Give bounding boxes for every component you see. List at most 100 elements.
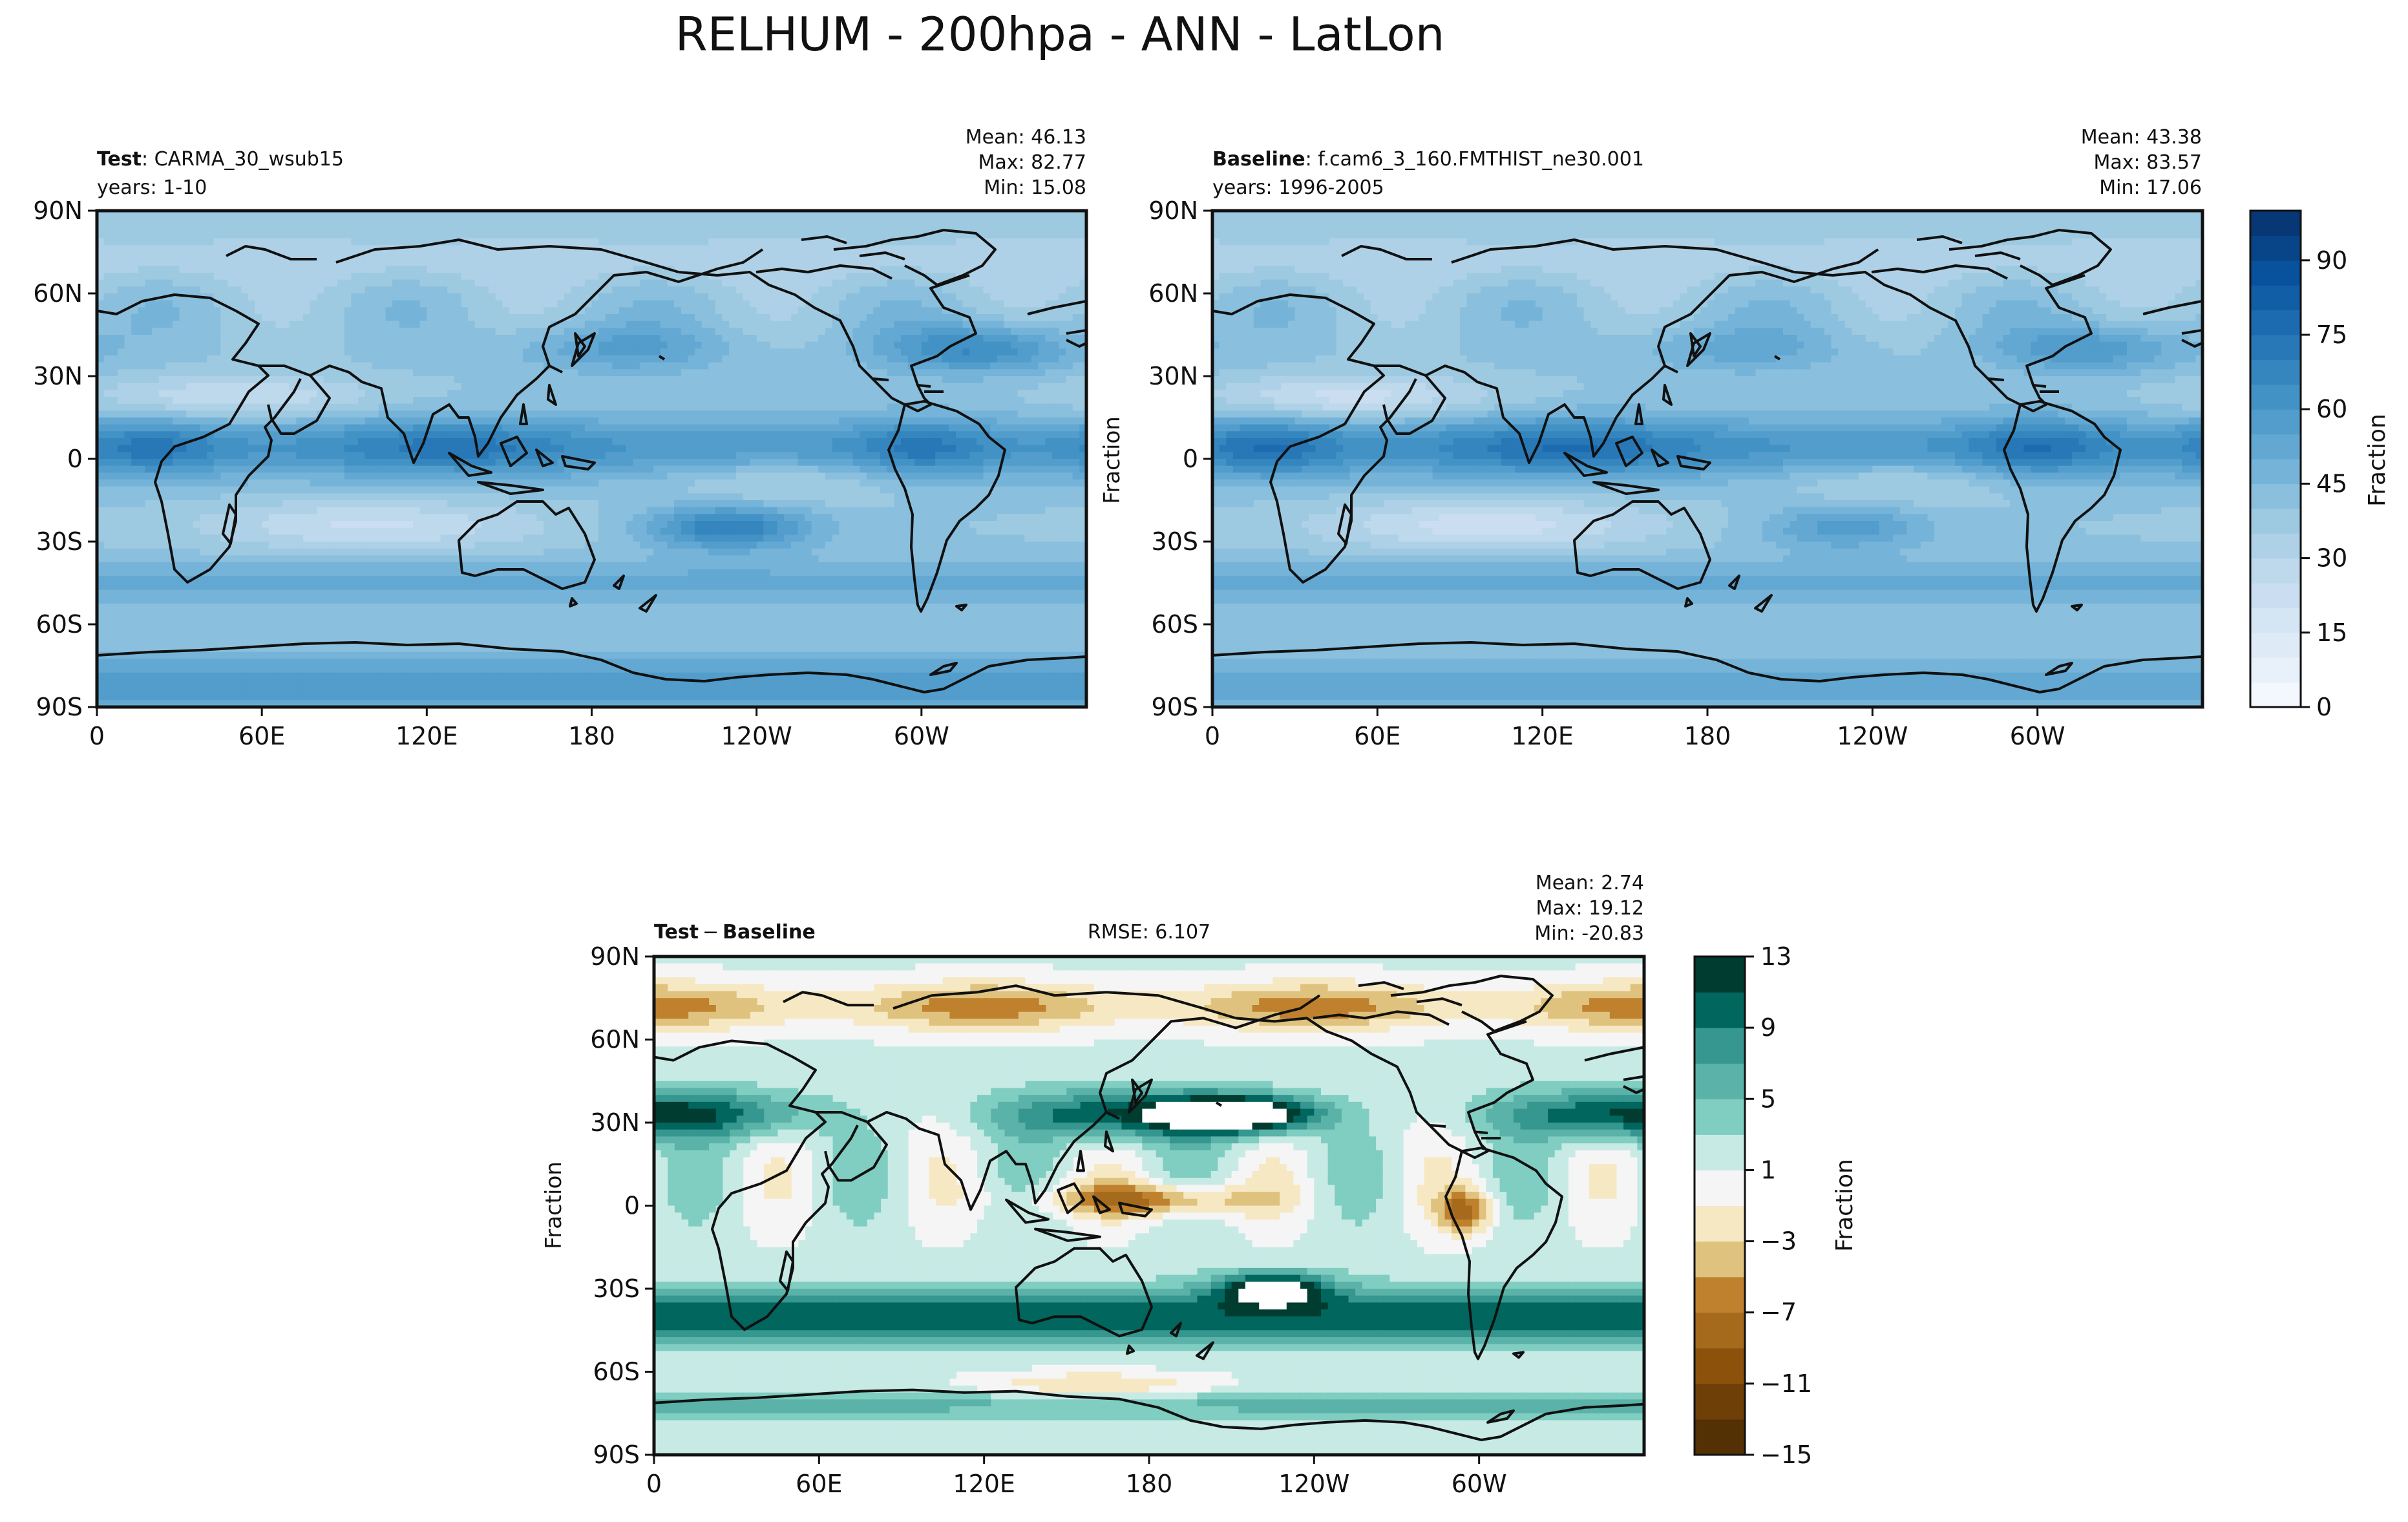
test-field-cell <box>262 217 269 226</box>
test-field-cell <box>756 238 765 246</box>
test-field-cell <box>763 376 771 384</box>
test-field-cell <box>1051 410 1060 418</box>
test-field-cell <box>845 424 854 432</box>
test-field-cell <box>969 314 977 322</box>
test-field-cell <box>399 259 407 267</box>
test-field-cell <box>1004 341 1011 350</box>
test-field-cell <box>550 238 558 246</box>
test-field-cell <box>790 376 799 384</box>
test-field-cell <box>509 231 517 239</box>
test-field-cell <box>694 417 702 425</box>
test-field-cell <box>399 355 407 363</box>
test-field-cell <box>399 286 407 294</box>
test-field-cell <box>268 238 277 246</box>
test-field-cell <box>282 314 290 322</box>
test-field-cell <box>790 410 799 418</box>
test-field-cell <box>743 231 750 239</box>
test-field-cell <box>124 211 132 218</box>
test-field-cell <box>213 273 222 280</box>
test-field-cell <box>598 259 606 267</box>
test-field-cell <box>447 397 455 405</box>
test-field-cell <box>1011 279 1019 288</box>
test-field-cell <box>722 341 730 350</box>
test-field-cell <box>193 390 201 397</box>
test-field-cell <box>489 362 496 370</box>
test-field-cell <box>550 376 558 384</box>
test-field-cell <box>584 231 593 239</box>
test-field-cell <box>605 328 613 335</box>
test-field-cell <box>289 266 297 273</box>
test-field-cell <box>571 424 579 432</box>
test-field-cell <box>392 403 400 412</box>
test-field-cell <box>509 314 517 322</box>
test-field-cell <box>962 424 971 432</box>
test-field-cell <box>282 286 290 294</box>
test-field-cell <box>832 410 840 418</box>
test-field-cell <box>639 438 648 446</box>
test-field-cell <box>873 259 881 267</box>
test-field-cell <box>330 390 338 397</box>
test-field-cell <box>330 211 338 218</box>
test-field-cell <box>337 410 345 418</box>
test-field-cell <box>310 383 318 391</box>
test-field-cell <box>433 383 441 391</box>
test-field-cell <box>1038 224 1046 232</box>
test-field-cell <box>571 231 579 239</box>
test-field-cell <box>598 328 606 335</box>
test-field-cell <box>735 376 744 384</box>
test-field-cell <box>976 321 984 329</box>
test-field-cell <box>750 438 757 446</box>
test-field-cell <box>529 211 538 218</box>
test-field-cell <box>653 403 661 412</box>
test-field-cell <box>722 431 730 439</box>
test-field-cell <box>997 238 1005 246</box>
test-field-cell <box>234 231 242 239</box>
test-field-cell <box>481 321 489 329</box>
test-field-cell <box>536 273 544 280</box>
test-field-cell <box>955 279 964 288</box>
test-field-cell <box>241 293 249 301</box>
test-field-cell <box>172 403 180 412</box>
test-field-cell <box>440 211 449 218</box>
test-field-cell <box>1017 266 1026 273</box>
test-field-cell <box>152 376 160 384</box>
test-field-cell <box>481 273 489 280</box>
test-field-cell <box>344 314 352 322</box>
test-field-cell <box>213 259 222 267</box>
test-field-cell <box>811 286 819 294</box>
test-field-cell <box>97 300 105 308</box>
test-field-cell <box>805 431 812 439</box>
test-field-cell <box>660 321 668 329</box>
test-field-cell <box>591 390 599 397</box>
test-field-cell <box>811 438 819 446</box>
test-field-cell <box>667 238 675 246</box>
test-field-cell <box>852 431 860 439</box>
test-field-cell <box>351 211 359 218</box>
test-field-cell <box>619 300 627 308</box>
test-field-cell <box>612 390 620 397</box>
test-field-cell <box>639 431 648 439</box>
test-field-cell <box>454 390 462 397</box>
test-field-cell <box>646 211 654 218</box>
test-field-cell <box>832 300 840 308</box>
test-field-cell <box>289 355 297 363</box>
test-field-cell <box>701 231 710 239</box>
test-field-cell <box>97 286 105 294</box>
test-field-cell <box>323 314 332 322</box>
test-field-cell <box>364 335 373 343</box>
test-field-cell <box>97 410 105 418</box>
test-field-cell <box>523 314 531 322</box>
test-field-cell <box>962 321 971 329</box>
test-field-cell <box>997 438 1005 446</box>
test-field-cell <box>248 410 256 418</box>
test-field-cell <box>928 231 936 239</box>
test-field-cell <box>186 266 194 273</box>
test-field-cell <box>612 335 620 343</box>
test-field-cell <box>447 390 455 397</box>
test-field-cell <box>660 217 668 226</box>
test-field-cell <box>296 341 304 350</box>
test-field-cell <box>1072 438 1081 446</box>
test-field-cell <box>942 348 950 356</box>
test-field-cell <box>172 211 180 218</box>
test-field-cell <box>372 438 379 446</box>
